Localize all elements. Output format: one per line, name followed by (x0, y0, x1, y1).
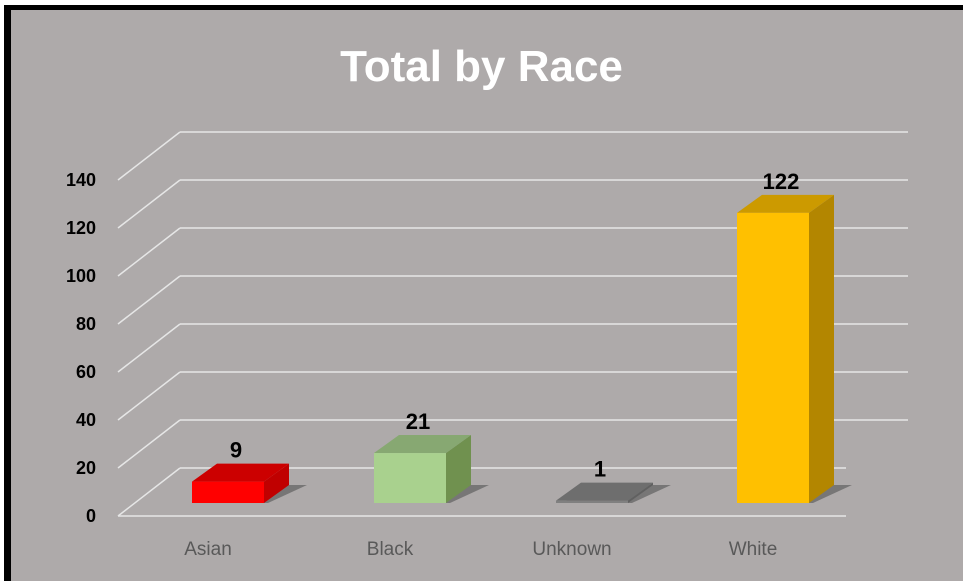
y-tick-label: 40 (76, 410, 96, 430)
y-tick-label: 0 (86, 506, 96, 526)
data-label: 9 (230, 438, 242, 463)
gridline-diag (117, 371, 181, 421)
gridline-diag (117, 179, 181, 229)
y-tick-label: 100 (66, 266, 96, 286)
y-tick-label: 80 (76, 314, 96, 334)
bar-top (556, 482, 653, 501)
bar-side (628, 482, 653, 503)
y-tick-label: 60 (76, 362, 96, 382)
bar (737, 212, 809, 504)
bar-side (809, 194, 834, 504)
data-label: 21 (406, 409, 430, 434)
y-tick-label: 20 (76, 458, 96, 478)
gridline-diag (117, 227, 181, 277)
bar-top (192, 463, 289, 482)
chart-title: Total by Race (340, 42, 623, 91)
bar (556, 500, 628, 503)
category-label: Unknown (532, 539, 611, 560)
gridline-diag (117, 131, 181, 181)
category-label: Asian (184, 539, 232, 560)
y-tick-label: 140 (66, 170, 96, 190)
bar-top (374, 435, 471, 454)
gridline-diag (117, 323, 181, 373)
category-label: White (729, 539, 778, 560)
bar-side (264, 463, 289, 503)
gridline-diag (117, 467, 181, 517)
bar (192, 481, 264, 503)
bar-top (737, 194, 834, 213)
data-label: 122 (763, 169, 800, 194)
gridline-diag (117, 419, 181, 469)
data-label: 1 (594, 457, 606, 482)
bar (374, 453, 446, 503)
gridline-diag (117, 275, 181, 325)
y-tick-label: 120 (66, 218, 96, 238)
category-label: Black (367, 539, 414, 560)
bar-side (446, 435, 471, 503)
